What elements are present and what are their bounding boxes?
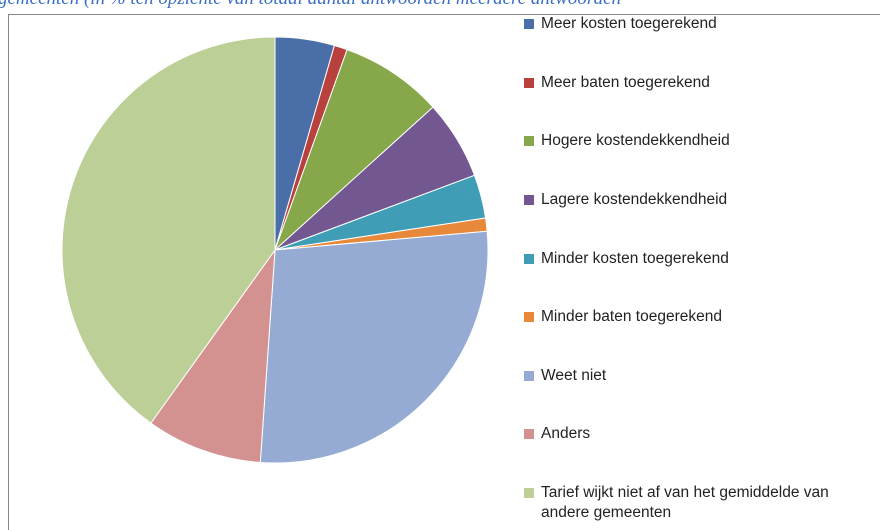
legend-swatch	[524, 254, 534, 264]
legend-label: Meer baten toegerekend	[541, 74, 710, 91]
legend-label: Tarief wijkt niet af van het gemiddelde …	[541, 484, 829, 521]
legend-label: Weet niet	[541, 367, 607, 384]
legend-label: Anders	[541, 425, 591, 442]
legend-item: Minder baten toegerekend	[524, 307, 722, 327]
legend-item: Meer kosten toegerekend	[524, 14, 717, 34]
legend-label: Meer kosten toegerekend	[541, 15, 717, 32]
legend-item: Tarief wijkt niet af van het gemiddelde …	[524, 483, 873, 523]
legend-item: Weet niet	[524, 366, 606, 386]
legend-label: Minder baten toegerekend	[541, 308, 722, 325]
legend-item: Minder kosten toegerekend	[524, 249, 729, 269]
pie	[61, 36, 489, 464]
pie-slice	[61, 36, 276, 424]
legend-label: Minder kosten toegerekend	[541, 250, 729, 267]
legend-swatch	[524, 488, 534, 498]
legend-swatch	[524, 429, 534, 439]
legend-swatch	[524, 371, 534, 381]
legend-item: Meer baten toegerekend	[524, 73, 710, 93]
pie-slice	[259, 230, 489, 464]
legend-label: Lagere kostendekkendheid	[541, 191, 728, 208]
legend-label: Hogere kostendekkendheid	[541, 132, 730, 149]
pie-slice	[150, 248, 276, 464]
legend-item: Lagere kostendekkendheid	[524, 190, 727, 210]
legend-swatch	[524, 195, 534, 205]
legend-swatch	[524, 312, 534, 322]
pie-slice	[274, 48, 434, 251]
legend-item: Hogere kostendekkendheid	[524, 131, 730, 151]
legend-item: Anders	[524, 424, 590, 444]
legend-swatch	[524, 19, 534, 29]
legend-swatch	[524, 136, 534, 146]
chart-title: gemeenten (in % ten opzichte van totaal …	[0, 0, 621, 9]
legend-swatch	[524, 78, 534, 88]
